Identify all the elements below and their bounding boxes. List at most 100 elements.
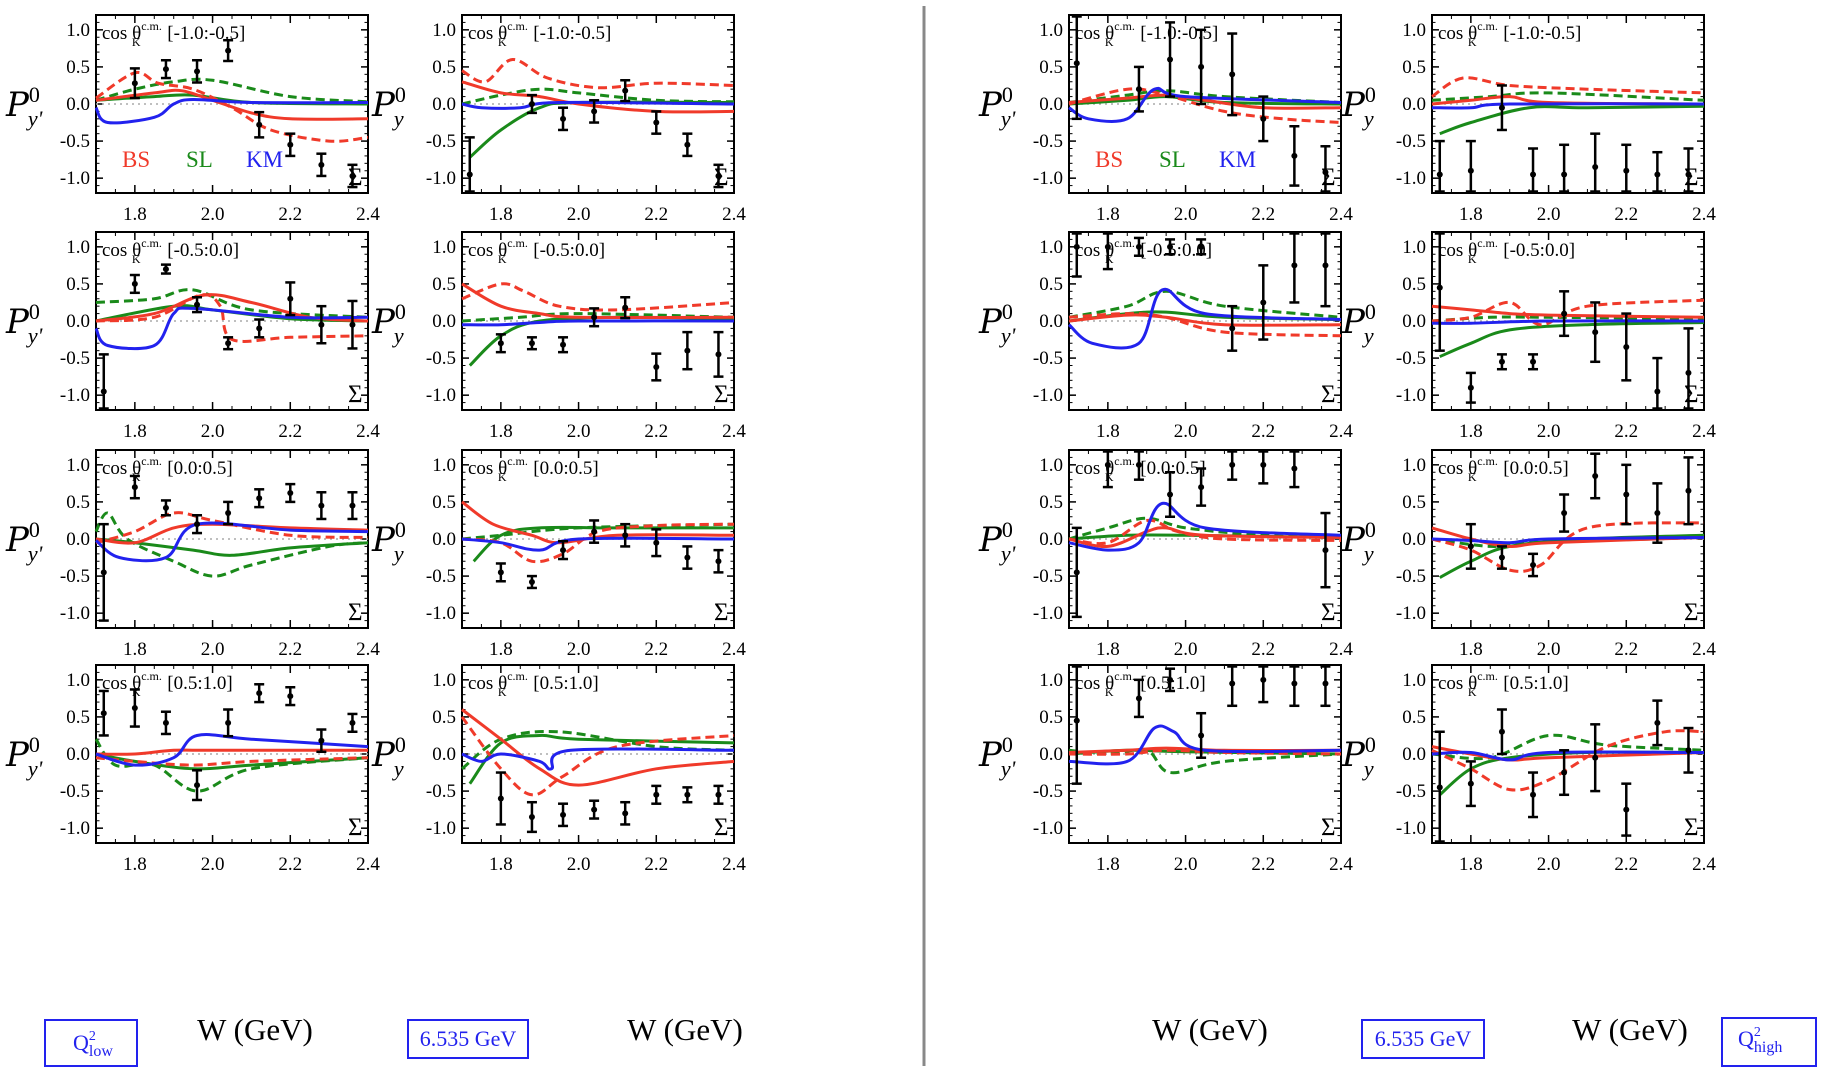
data-point	[160, 58, 171, 80]
data-point	[316, 491, 327, 521]
y-tick-label: 0.5	[432, 492, 456, 513]
cos-theta-sup: c.m.	[507, 454, 528, 468]
point-marker	[653, 539, 660, 546]
curve-sl-dashed	[95, 77, 369, 104]
y-label-sub: y'	[26, 106, 43, 131]
data-point	[682, 786, 693, 804]
data-point	[713, 784, 724, 805]
x-axis-label-col0: W (GeV)	[197, 1012, 313, 1047]
bin-range: [-0.5:0.0]	[1499, 240, 1576, 261]
y-axis-label: P0 y'	[5, 299, 43, 348]
y-label-sub: y'	[26, 541, 43, 566]
point-marker	[684, 554, 691, 561]
data-point	[316, 304, 327, 345]
data-point	[1434, 730, 1445, 843]
point-marker	[560, 341, 567, 348]
data-point	[1102, 232, 1113, 271]
y-label-sup: 0	[29, 517, 40, 542]
point-marker	[622, 532, 629, 539]
point-marker	[591, 314, 598, 321]
x-tick-label: 1.8	[1096, 854, 1120, 875]
sigma-symbol: Σ	[348, 381, 363, 408]
data-point	[1227, 665, 1238, 708]
y-label-sup: 0	[395, 82, 406, 107]
point-marker	[1498, 104, 1505, 111]
point-marker	[1561, 769, 1568, 776]
data-point	[1496, 708, 1507, 756]
data-point	[1528, 771, 1539, 819]
q2-high-box: Q2 high	[1721, 1017, 1817, 1067]
panel-high-y-bin3: 1.0 0.5 0.0 -0.5 -1.0 1.8 2.0 2.2 2.4 cos θc.m. K …	[1341, 664, 1716, 875]
legend-km: KM	[246, 147, 283, 172]
y-axis-label: P0 y'	[5, 517, 43, 566]
data-point	[1196, 28, 1207, 106]
x-tick-label: 2.2	[1251, 854, 1275, 875]
y-tick-label: -0.5	[60, 348, 90, 369]
y-tick-label: 1.0	[66, 237, 90, 258]
y-label-sup: 0	[29, 82, 40, 107]
data-point	[1465, 522, 1476, 570]
point-marker	[1229, 325, 1236, 332]
point-marker	[349, 502, 356, 509]
cos-theta-sup: c.m.	[1477, 669, 1498, 683]
point-marker	[194, 782, 201, 789]
curve-bs-solid	[95, 522, 369, 545]
cos-theta: cos θ	[1075, 673, 1114, 694]
data-point	[558, 539, 569, 561]
y-tick-label: -1.0	[1396, 168, 1426, 189]
cos-theta: cos θ	[1075, 240, 1114, 261]
point-marker	[1322, 262, 1329, 269]
x-axis-label-col2: W (GeV)	[1152, 1012, 1268, 1047]
cos-theta-sub: K	[1105, 252, 1114, 266]
cos-theta: cos θ	[468, 240, 507, 261]
x-tick-label: 2.0	[1174, 421, 1198, 442]
y-tick-label: -1.0	[1396, 818, 1426, 839]
curve-sl-dashed	[94, 511, 369, 578]
data-point	[192, 769, 203, 802]
point-marker	[1229, 461, 1236, 468]
cos-theta: cos θ	[102, 23, 141, 44]
data-point	[1590, 723, 1601, 793]
curve-km-solid	[1068, 86, 1342, 123]
data-point	[1289, 450, 1300, 489]
data-point	[1559, 749, 1570, 797]
y-axis-label: P0 y	[1341, 517, 1376, 566]
y-label-sub: y'	[999, 541, 1016, 566]
curve-sl-solid	[1439, 321, 1705, 358]
curve-bs-dashed	[1068, 87, 1342, 124]
y-tick-label: -0.5	[1033, 781, 1063, 802]
point-marker	[349, 321, 356, 328]
y-label-main: P	[371, 85, 396, 125]
cos-theta-sub: K	[1468, 685, 1477, 699]
y-tick-label: 0.0	[1402, 529, 1426, 550]
data-point	[682, 330, 693, 371]
data-point	[129, 67, 140, 100]
y-tick-label: 0.5	[1402, 57, 1426, 78]
bin-range: [-0.5:0.0]	[163, 240, 240, 261]
data-point	[98, 522, 109, 622]
curve-bs-dashed	[461, 282, 735, 312]
y-tick-label: 1.0	[66, 20, 90, 41]
point-marker	[1322, 680, 1329, 687]
y-tick-label: 0.0	[66, 529, 90, 550]
sigma-symbol: Σ	[1321, 164, 1336, 191]
cos-theta-sup: c.m.	[1114, 19, 1135, 33]
curve-bs-solid	[461, 500, 735, 545]
y-tick-label: -1.0	[426, 385, 456, 406]
data-point	[160, 499, 171, 517]
point-marker	[560, 811, 567, 818]
y-label-main: P	[371, 735, 396, 775]
data-point	[1289, 232, 1300, 304]
data-point	[682, 545, 693, 570]
x-tick-label: 2.4	[1329, 854, 1353, 875]
x-tick-label: 1.8	[1459, 854, 1483, 875]
y-tick-label: -0.5	[60, 566, 90, 587]
data-point	[347, 491, 358, 521]
point-marker	[1685, 369, 1692, 376]
data-point	[1652, 356, 1663, 410]
y-axis-label: P0 y	[1341, 82, 1376, 131]
panel-high-yp-bin1: 1.0 0.5 0.0 -0.5 -1.0 1.8 2.0 2.2 2.4 cos θc.m. K …	[978, 231, 1353, 442]
data-point	[1133, 450, 1144, 481]
